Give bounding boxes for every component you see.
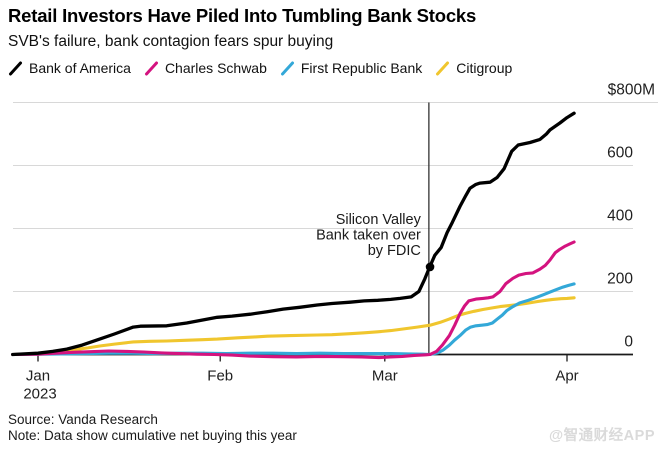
annotation-line: Silicon Valley [336,212,422,228]
legend-item-first-republic-bank: First Republic Bank [280,60,422,76]
chart-subtitle: SVB's failure, bank contagion fears spur… [8,33,334,50]
legend: Bank of America Charles Schwab First Repub… [8,58,525,78]
legend-slash-icon [280,61,294,75]
y-tick-label: 0 [624,334,633,351]
x-tick-label: Mar [372,368,398,385]
annotation-line: by FDIC [368,243,421,259]
legend-item-citigroup: Citigroup [435,60,512,76]
legend-slash-icon [9,61,22,75]
legend-item-charles-schwab: Charles Schwab [144,60,267,76]
x-tick-label: Apr [555,368,578,385]
line-chart: $800M 600 400 200 0 Jan 2023 Feb Mar Apr Silicon V… [0,75,660,405]
source-text: Source: Vanda Research [8,412,158,427]
x-tick-label: Feb [207,368,233,385]
annotation-line: Bank taken over [316,228,421,244]
y-tick-label: 400 [607,208,633,225]
series-line-charles-schwab [11,240,576,360]
note-text: Note: Data show cumulative net buying th… [8,428,297,443]
chart-title: Retail Investors Have Piled Into Tumblin… [8,5,477,26]
series-line-first-republic-bank [11,282,576,357]
legend-label: Bank of America [29,60,131,76]
series-line-citigroup [11,296,576,357]
legend-label: First Republic Bank [300,60,423,76]
watermark-text: @智通财经APP [549,428,655,444]
y-tick-label: 600 [607,145,633,162]
legend-item-bank-of-america: Bank of America [8,60,131,76]
x-tick-label: Jan [26,368,50,385]
y-tick-label: 200 [607,271,633,288]
event-marker-dot [425,262,435,272]
legend-slash-icon [144,61,158,75]
y-tick-label: $800M [608,82,655,99]
legend-slash-icon [436,61,450,75]
series-line-bank-of-america [11,111,576,357]
legend-label: Charles Schwab [164,60,267,76]
x-tick-year-label: 2023 [23,386,56,403]
legend-label: Citigroup [456,60,513,76]
